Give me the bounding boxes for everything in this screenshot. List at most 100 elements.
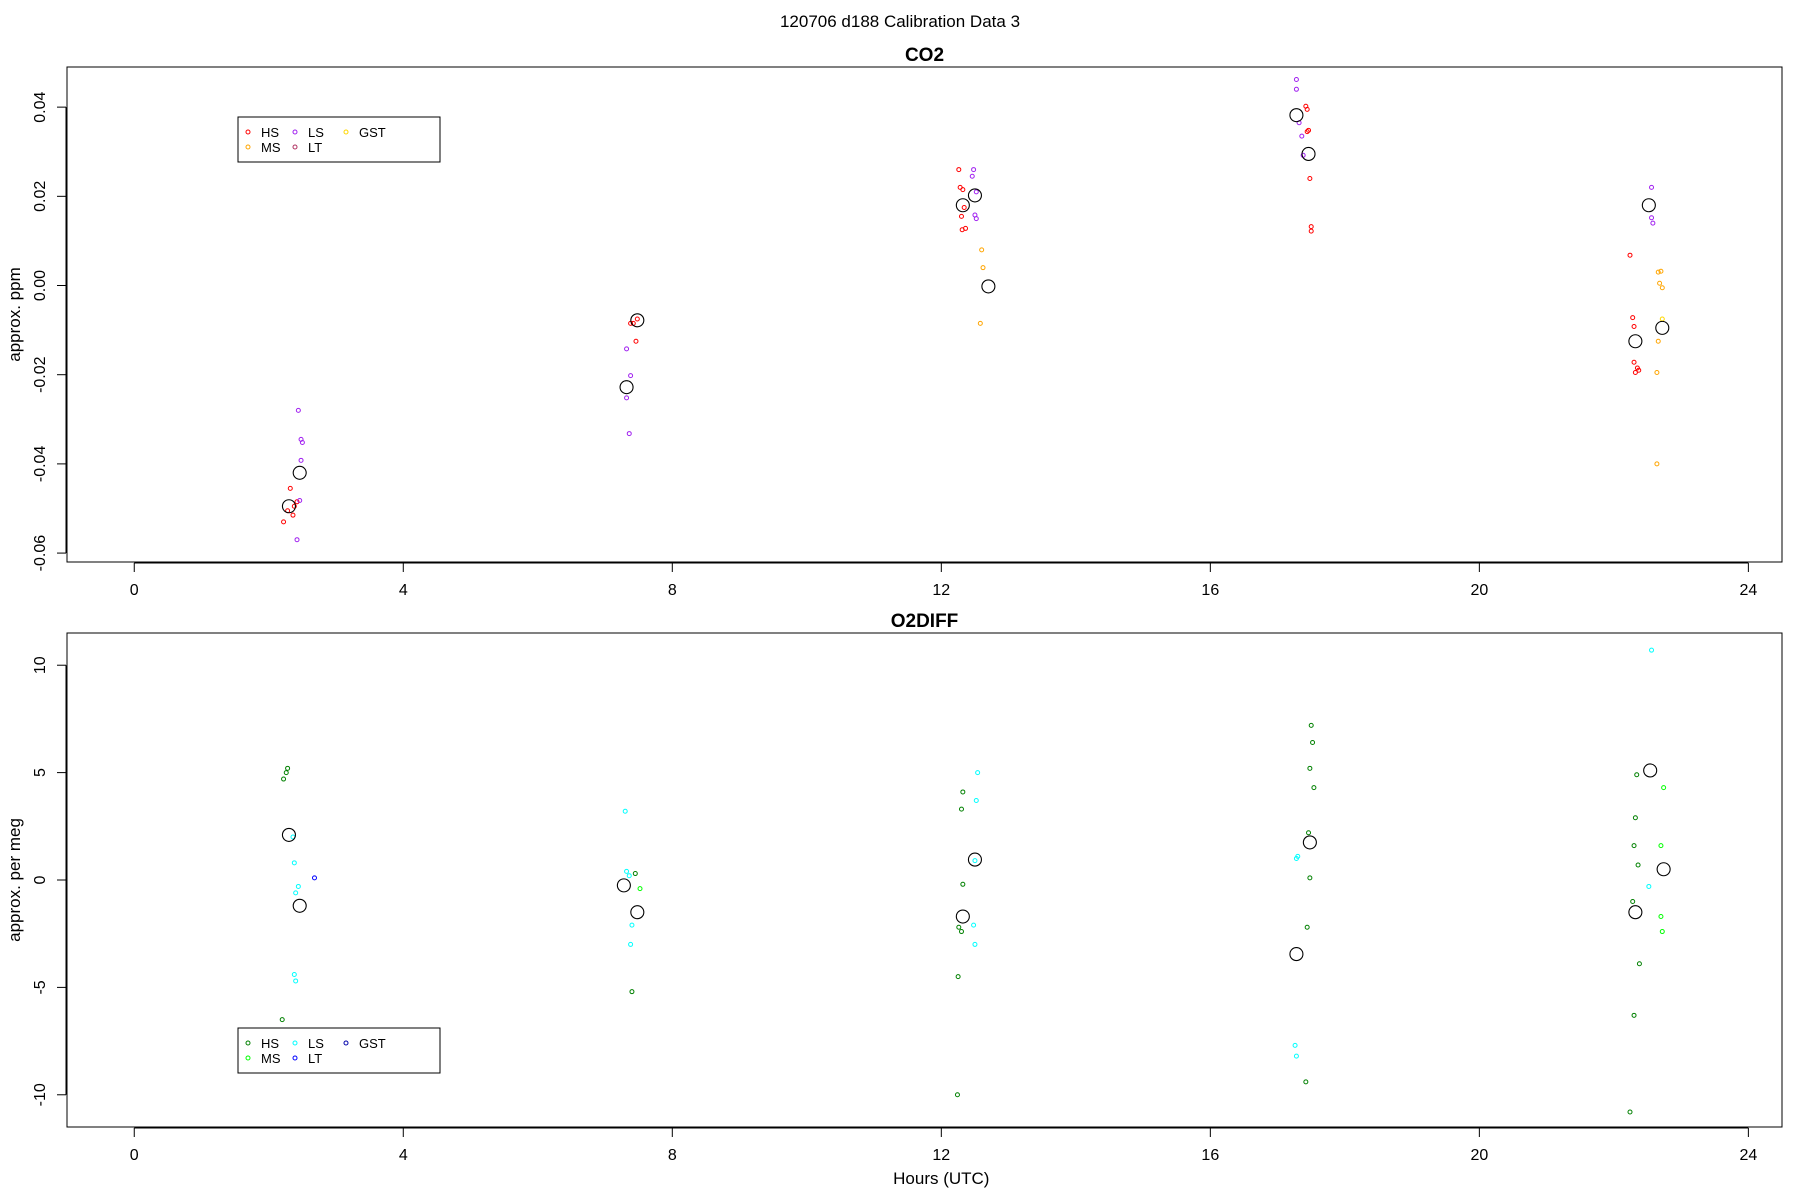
co2-point-hs — [960, 187, 966, 193]
co2-x-tick-label: 4 — [399, 582, 408, 599]
o2diff-legend-item-gst: GST — [343, 1036, 386, 1051]
o2diff-point-hs — [956, 924, 962, 930]
o2diff-y-tick-label: 0 — [32, 875, 49, 884]
o2diff-point-ms — [1659, 929, 1665, 935]
co2-legend-label-gst: GST — [359, 125, 386, 140]
co2-y-axis: -0.06 -0.04 -0.02 0.00 0.02 0.04 — [32, 91, 67, 571]
o2diff-y-axis-label: approx. per meg — [5, 818, 24, 942]
figure-title: 120706 d188 Calibration Data 3 — [780, 12, 1020, 31]
o2diff-point-hs — [279, 1017, 285, 1023]
o2diff-point-ms — [1658, 914, 1664, 920]
o2diff-point-ms — [1658, 843, 1664, 849]
co2-point-ms — [1655, 338, 1661, 344]
o2diff-point-hs — [1627, 1109, 1633, 1115]
o2diff-point-hs — [629, 989, 635, 995]
co2-legend-item-ls: LS — [292, 125, 324, 140]
o2diff-legend-item-ms: MS — [245, 1051, 281, 1066]
o2diff-x-tick-label: 4 — [399, 1147, 408, 1164]
co2-point-mean — [1301, 146, 1316, 162]
o2diff-plot-frame — [66, 632, 1783, 1128]
o2diff-legend-box — [237, 1027, 441, 1074]
o2diff-x-tick-label: 20 — [1470, 1147, 1488, 1164]
co2-point-hs — [294, 499, 300, 505]
o2diff-point-mean — [281, 827, 296, 842]
co2-legend-marker-ls — [292, 129, 298, 135]
o2diff-point-mean — [616, 878, 631, 893]
co2-legend-box — [237, 116, 441, 163]
co2-point-ms — [979, 247, 985, 253]
co2-point-hs — [634, 316, 640, 322]
co2-point-hs — [1627, 252, 1633, 258]
co2-point-ms — [1659, 285, 1665, 291]
o2diff-x-tick-label: 24 — [1739, 1147, 1757, 1164]
co2-point-hs — [1306, 127, 1312, 133]
co2-point-ms — [1654, 461, 1660, 467]
o2diff-x-tick-label: 0 — [130, 1147, 139, 1164]
o2diff-point-ms — [1661, 785, 1667, 791]
co2-x-tick-label: 24 — [1739, 582, 1757, 599]
o2diff-point-hs — [283, 770, 289, 776]
co2-point-ls — [973, 189, 979, 195]
o2diff-point-hs — [954, 1092, 960, 1098]
co2-point-hs — [1631, 324, 1637, 330]
o2diff-legend-label-ms: MS — [261, 1051, 281, 1066]
o2diff-point-mean — [1643, 763, 1658, 778]
co2-point-mean — [967, 188, 982, 203]
o2diff-point-hs — [1630, 898, 1636, 904]
co2-point-hs — [281, 519, 287, 525]
co2-point-ms — [1654, 369, 1660, 375]
o2diff-title: O2DIFF — [891, 611, 959, 632]
o2diff-point-ls — [1646, 883, 1652, 889]
co2-y-axis-label: approx. ppm — [5, 267, 24, 362]
co2-legend-label-hs: HS — [261, 125, 279, 140]
co2-point-ls — [298, 457, 304, 463]
co2-point-hs — [291, 503, 297, 509]
co2-point-hs — [290, 512, 296, 518]
o2diff-point-ls — [291, 860, 297, 866]
co2-point-gst — [1659, 316, 1665, 322]
o2diff-point-ls — [629, 922, 635, 928]
co2-point-ls — [624, 395, 630, 401]
o2diff-point-mean — [1656, 862, 1671, 877]
o2diff-point-ms — [637, 886, 643, 892]
co2-point-ls — [299, 439, 305, 445]
co2-point-mean — [1289, 108, 1304, 123]
co2-x-tick-label: 12 — [932, 582, 950, 599]
o2diff-point-hs — [1307, 875, 1313, 881]
co2-x-tick-label: 8 — [668, 582, 677, 599]
co2-point-hs — [1631, 359, 1637, 365]
o2diff-y-tick-label: -5 — [32, 980, 49, 994]
o2diff-points — [279, 647, 1671, 1115]
o2diff-x-tick-label: 12 — [932, 1147, 950, 1164]
o2diff-legend-marker-ls — [292, 1040, 298, 1046]
o2diff-x-axis-label: Hours (UTC) — [893, 1169, 989, 1188]
co2-point-hs — [1632, 369, 1638, 375]
o2diff-legend-label-gst: GST — [359, 1036, 386, 1051]
co2-point-mean — [281, 499, 296, 514]
co2-panel: CO2 0 4 8 12 16 20 24 -0.06 -0.04 -0.02 0.00 0.02 0.0… — [5, 45, 1783, 599]
o2diff-point-hs — [281, 776, 287, 782]
o2diff-point-hs — [1311, 785, 1317, 791]
o2diff-point-ls — [972, 941, 978, 947]
co2-point-ls — [1293, 76, 1299, 82]
co2-legend-label-ms: MS — [261, 140, 281, 155]
o2diff-point-ls — [293, 890, 299, 896]
co2-point-ls — [969, 173, 975, 179]
co2-point-hs — [1308, 228, 1314, 234]
o2diff-point-hs — [1636, 961, 1642, 967]
o2diff-point-hs — [960, 789, 966, 795]
co2-y-tick-label: -0.02 — [32, 356, 49, 393]
co2-point-hs — [956, 167, 962, 173]
o2diff-point-hs — [1631, 1012, 1637, 1018]
co2-point-hs — [1304, 106, 1310, 112]
co2-legend-marker-hs — [245, 129, 251, 135]
co2-legend-marker-ms — [245, 144, 251, 150]
co2-legend-label-ls: LS — [308, 125, 324, 140]
co2-point-mean — [1628, 334, 1643, 349]
co2-point-ls — [297, 497, 303, 503]
co2-point-ls — [1649, 184, 1655, 190]
co2-point-ls — [1649, 215, 1655, 221]
o2diff-point-hs — [960, 881, 966, 887]
o2diff-x-tick-label: 16 — [1201, 1147, 1219, 1164]
